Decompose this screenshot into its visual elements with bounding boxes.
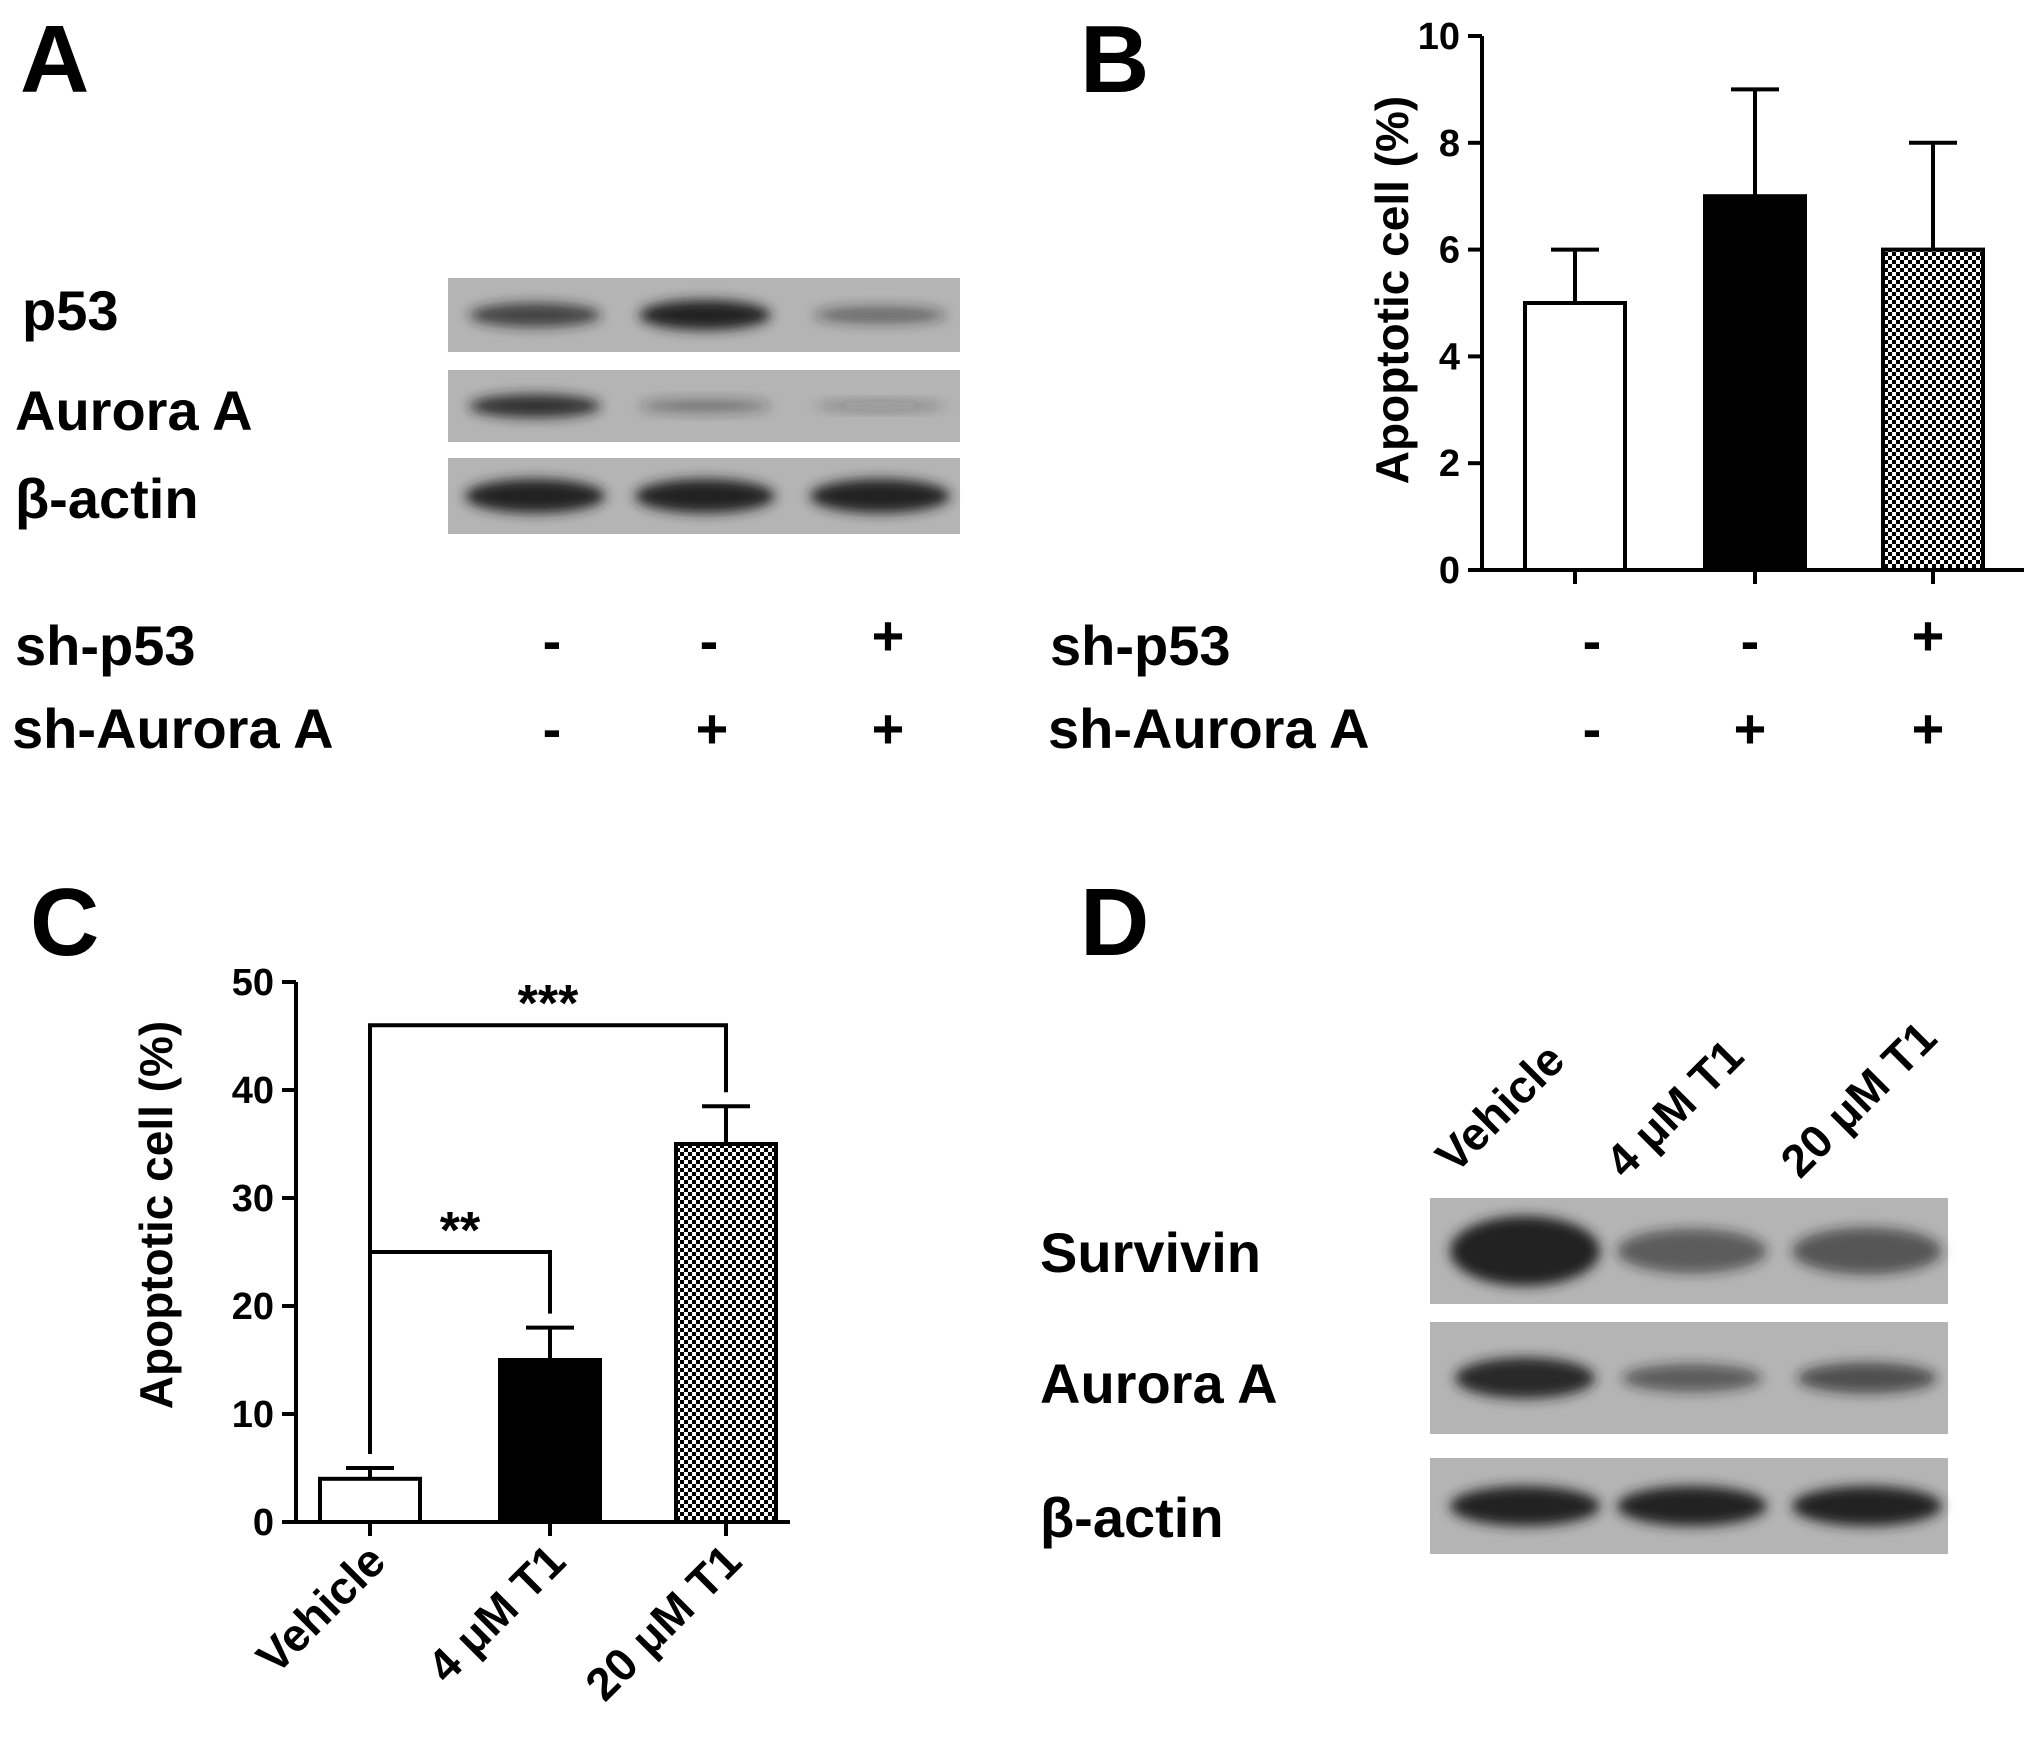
blot-a-band <box>635 479 775 513</box>
blot-d-band <box>1450 1486 1600 1526</box>
chart-b-sign: + <box>1734 697 1767 760</box>
chart-b-y-tick-label: 10 <box>1418 16 1460 58</box>
chart-c-y-tick-label: 10 <box>232 1394 274 1436</box>
blot-a-band <box>814 401 946 411</box>
chart-b-y-tick-label: 0 <box>1439 550 1460 592</box>
blot-a-condition-label-sh-p53: sh-p53 <box>15 614 196 677</box>
chart-b-sign: - <box>1741 609 1760 672</box>
chart-c-category-label: 4 μM T1 <box>417 1534 575 1692</box>
chart-c-bar <box>318 1476 422 1525</box>
panel-letter-a: A <box>20 6 89 113</box>
panel-a-western-blot: p53 Aurora A β-actin sh-p53 sh-Aurora A … <box>12 278 960 760</box>
chart-b-y-axis-title: Apoptotic cell (%) <box>1366 96 1418 484</box>
panel-d-western-blot: Vehicle 4 μM T1 20 μM T1 Survivin Aurora… <box>1040 1011 1948 1554</box>
chart-c-bar <box>674 1142 778 1524</box>
blot-d-band <box>1797 1362 1937 1394</box>
blot-a-band <box>465 479 605 513</box>
chart-b-bar <box>1881 247 1985 572</box>
chart-c-significance-bracket <box>368 1023 728 1454</box>
chart-c-significance-label: *** <box>518 975 579 1033</box>
blot-a-sign: + <box>872 697 905 760</box>
blot-d-band-label-beta-actin: β-actin <box>1040 1486 1224 1549</box>
blot-d-lane-label-vehicle: Vehicle <box>1425 1033 1574 1182</box>
blot-a-sign: - <box>543 609 562 672</box>
chart-c-significance-label: ** <box>440 1202 481 1260</box>
panel-letter-c: C <box>30 869 99 976</box>
blot-a-band <box>810 479 950 513</box>
chart-b-sign: - <box>1583 609 1602 672</box>
blot-d-band <box>1617 1486 1767 1526</box>
blot-d-band <box>1792 1227 1942 1275</box>
blot-a-band-label-beta-actin: β-actin <box>15 467 199 530</box>
blot-d-strips <box>1430 1198 1948 1554</box>
blot-a-sign: + <box>696 697 729 760</box>
chart-c-y-tick-label: 0 <box>253 1502 274 1544</box>
chart-b-condition-label-sh-aurora-a: sh-Aurora A <box>1048 697 1370 760</box>
blot-d-band <box>1622 1363 1762 1393</box>
blot-a-band-label-aurora-a: Aurora A <box>15 379 253 442</box>
blot-d-band-label-aurora-a: Aurora A <box>1040 1352 1278 1415</box>
panel-letter-b: B <box>1080 6 1149 113</box>
chart-c-y-tick-label: 40 <box>232 1070 274 1112</box>
blot-a-sign: - <box>543 697 562 760</box>
blot-d-band <box>1450 1216 1600 1286</box>
panel-b-bar-chart: 0 2 4 6 8 10 Apoptotic cell (%) sh-p53 sh-Aur… <box>1048 16 2024 760</box>
chart-b-y-tick-label: 4 <box>1439 336 1460 378</box>
chart-b-bar <box>1703 194 1807 572</box>
chart-c-y-axis-title: Apoptotic cell (%) <box>130 1021 182 1409</box>
blot-a-band <box>469 302 601 328</box>
blot-d-band-label-survivin: Survivin <box>1040 1221 1261 1284</box>
blot-a-band <box>814 306 946 324</box>
blot-a-sign: - <box>700 609 719 672</box>
chart-b-marks: 0 2 4 6 8 10 <box>1418 16 2024 592</box>
panel-letter-d: D <box>1080 869 1149 976</box>
blot-a-sign: + <box>872 604 905 667</box>
chart-c-category-label: 20 μM T1 <box>575 1534 751 1710</box>
chart-c-y-tick-label: 50 <box>232 962 274 1004</box>
blot-d-lane-label-20um-t1: 20 μM T1 <box>1770 1011 1946 1187</box>
chart-c-bar <box>498 1358 602 1524</box>
chart-b-condition-label-sh-p53: sh-p53 <box>1050 614 1231 677</box>
chart-b-sign: - <box>1583 697 1602 760</box>
chart-b-y-tick-label: 8 <box>1439 123 1460 165</box>
chart-b-sign: + <box>1912 697 1945 760</box>
blot-d-lane-label-4um-t1: 4 μM T1 <box>1595 1029 1753 1187</box>
blot-a-strips <box>448 278 960 534</box>
chart-c-category-label: Vehicle <box>246 1534 395 1683</box>
chart-b-bar <box>1523 301 1627 572</box>
chart-c-y-tick-label: 20 <box>232 1286 274 1328</box>
blot-a-band <box>639 399 771 413</box>
blot-d-band <box>1792 1486 1942 1526</box>
chart-b-sign: + <box>1912 604 1945 667</box>
blot-a-condition-label-sh-aurora-a: sh-Aurora A <box>12 697 334 760</box>
blot-d-band <box>1617 1228 1767 1274</box>
chart-b-y-tick-label: 2 <box>1439 443 1460 485</box>
blot-a-band <box>469 394 601 418</box>
blot-d-band <box>1455 1357 1595 1399</box>
chart-c-y-tick-label: 30 <box>232 1178 274 1220</box>
blot-a-band <box>639 300 771 330</box>
blot-a-band-label-p53: p53 <box>22 279 119 342</box>
chart-b-y-tick-label: 6 <box>1439 230 1460 272</box>
